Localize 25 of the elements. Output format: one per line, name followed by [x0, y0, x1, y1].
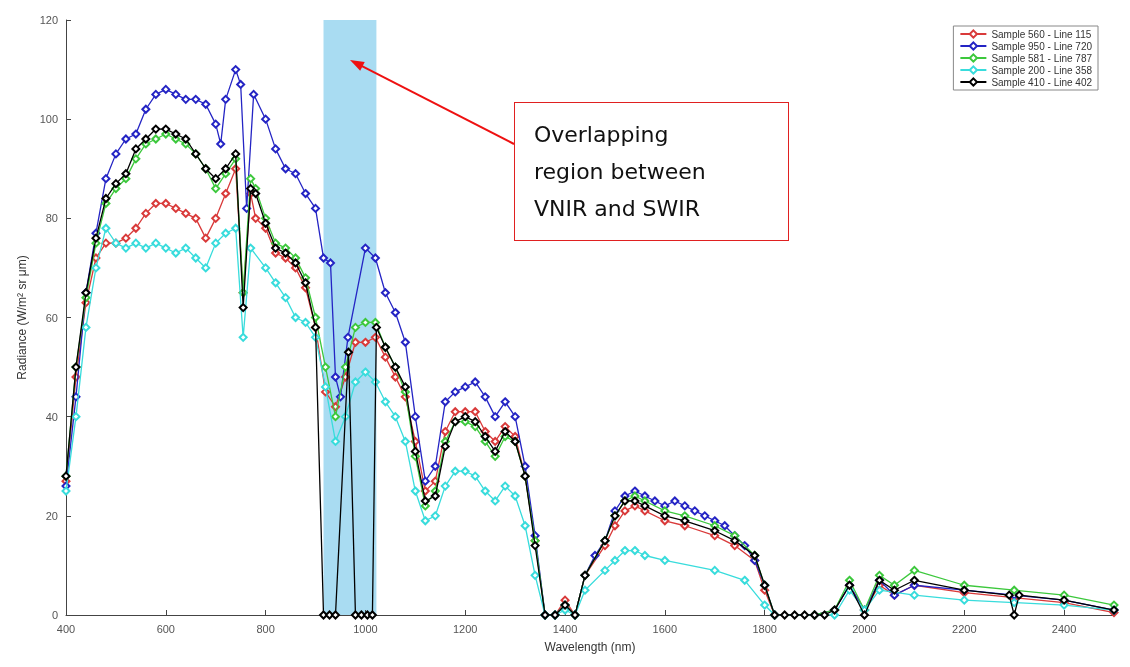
- legend-label: Sample 560 - Line 115: [991, 28, 1092, 40]
- y-tick-label: 100: [39, 113, 58, 126]
- x-tick-label: 400: [56, 622, 76, 635]
- x-tick-label: 800: [256, 622, 275, 635]
- x-tick-label: 2400: [1051, 622, 1077, 635]
- y-tick-label: 80: [45, 212, 58, 225]
- y-tick-label: 60: [45, 311, 58, 324]
- y-tick-label: 20: [45, 509, 58, 522]
- x-tick-label: 2000: [852, 622, 877, 635]
- x-tick-label: 1000: [353, 622, 378, 635]
- y-tick-label: 120: [39, 14, 58, 26]
- x-tick-label: 1600: [652, 622, 678, 635]
- x-tick-label: 600: [156, 622, 175, 635]
- legend-label: Sample 581 - Line 787: [991, 52, 1093, 64]
- legend-label: Sample 410 - Line 402: [991, 76, 1093, 88]
- legend-label: Sample 200 - Line 358: [991, 64, 1093, 76]
- y-axis-title: Radiance (W/m² sr μm): [15, 255, 29, 380]
- x-tick-label: 2200: [952, 622, 977, 635]
- x-tick-label: 1400: [552, 622, 578, 635]
- x-axis-title: Wavelength (nm): [544, 640, 636, 654]
- y-tick-label: 40: [45, 410, 58, 423]
- legend-label: Sample 950 - Line 720: [991, 40, 1093, 52]
- x-tick-label: 1200: [453, 622, 478, 635]
- y-tick-label: 0: [51, 609, 58, 621]
- x-tick-label: 1800: [752, 622, 777, 635]
